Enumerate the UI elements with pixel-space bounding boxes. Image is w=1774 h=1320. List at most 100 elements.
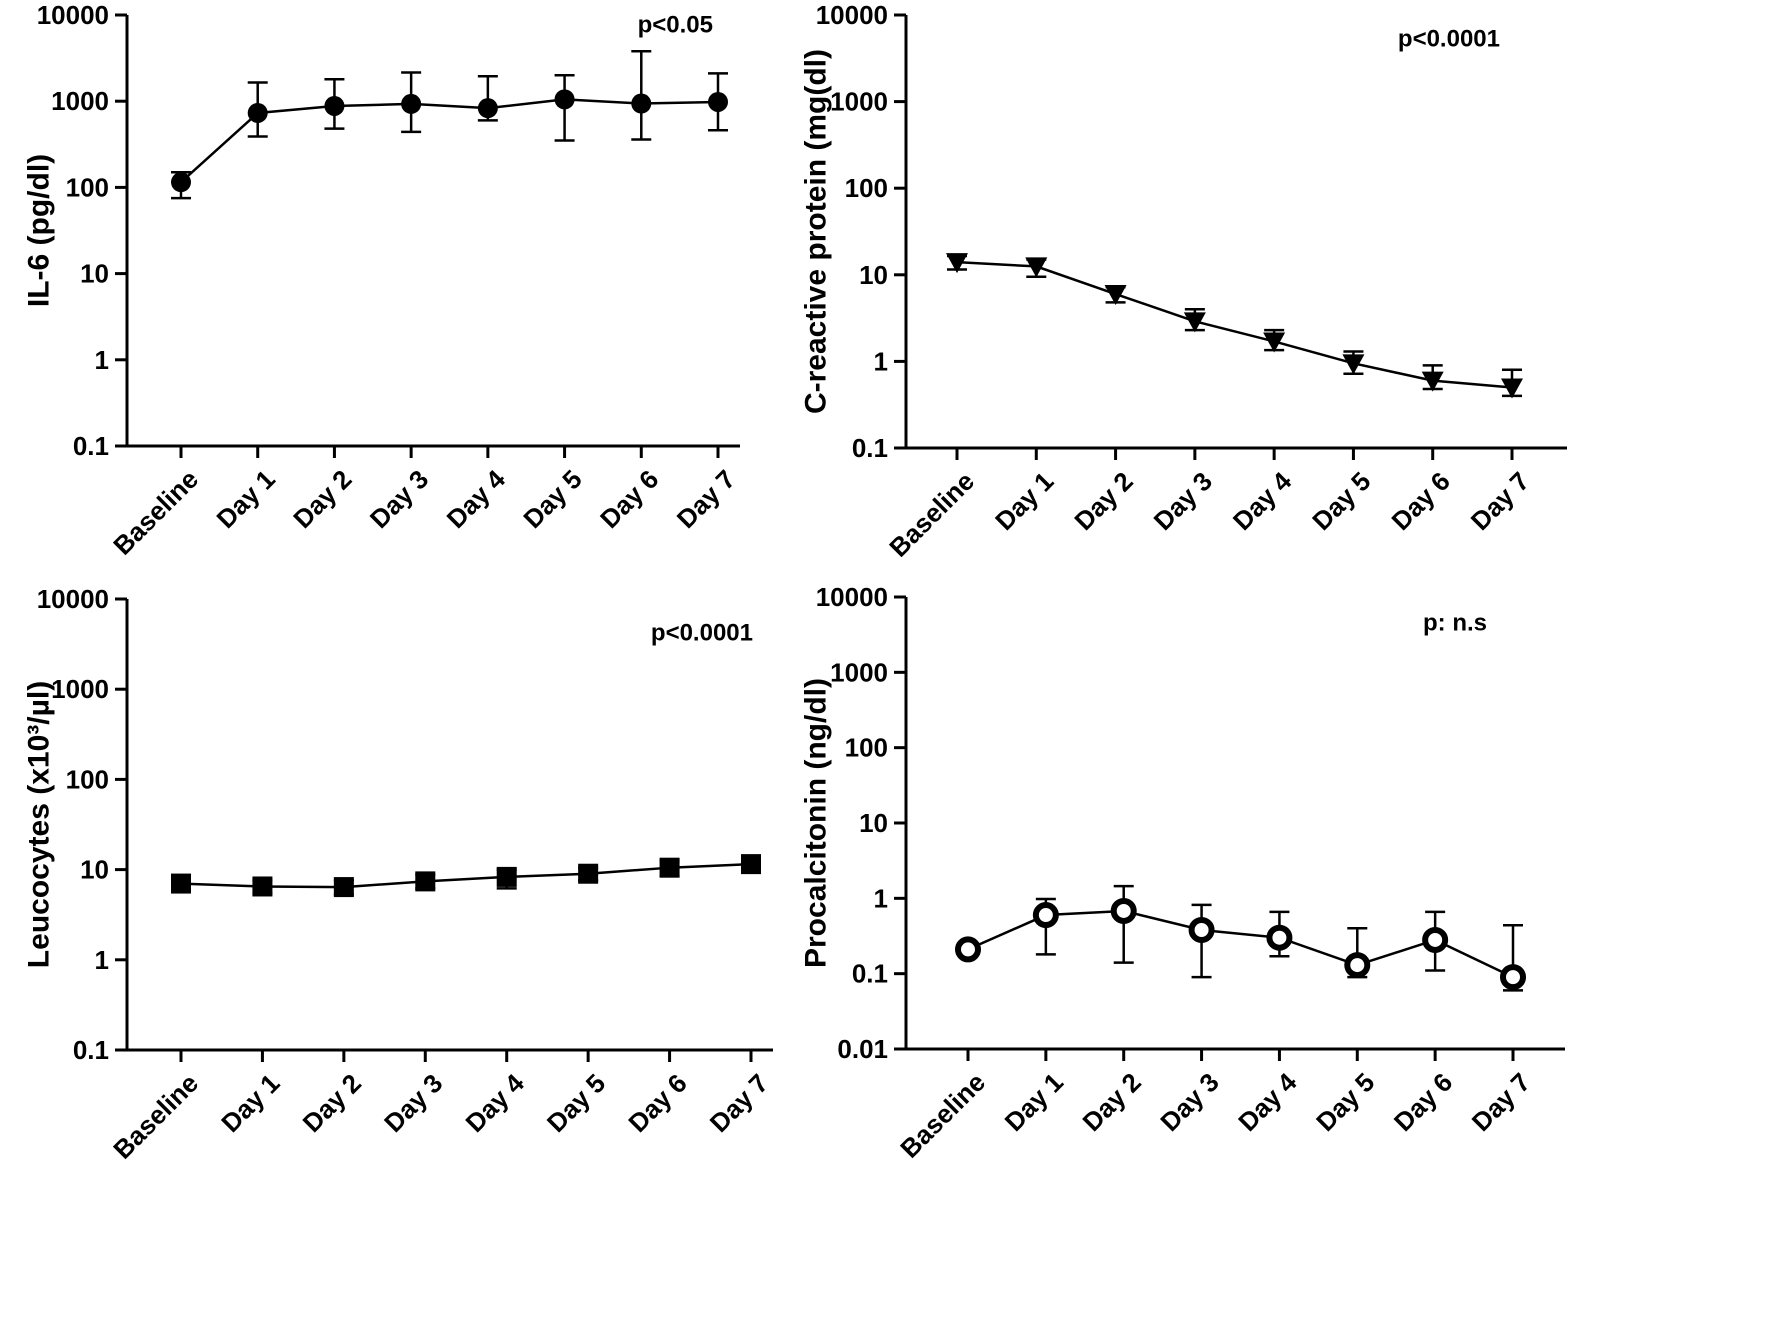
p-value-annotation: p<0.0001 xyxy=(1398,25,1500,52)
p-value-annotation: p<0.05 xyxy=(638,11,713,38)
data-point xyxy=(578,863,599,884)
x-tick-label: Day 3 xyxy=(364,464,434,534)
x-tick-label: Day 2 xyxy=(297,1068,367,1138)
x-tick-label: Baseline xyxy=(883,466,980,563)
x-tick-label: Day 6 xyxy=(1386,466,1456,536)
x-tick-label: Day 4 xyxy=(441,464,512,535)
x-tick-label: Baseline xyxy=(107,464,204,561)
y-tick-label: 1000 xyxy=(830,87,888,117)
data-point xyxy=(554,89,575,110)
x-tick-label: Day 5 xyxy=(1310,1067,1380,1137)
data-point xyxy=(708,91,728,112)
data-point xyxy=(477,98,498,119)
x-tick-label: Day 1 xyxy=(215,1068,285,1138)
x-tick-label: Day 1 xyxy=(211,464,281,534)
y-tick-label: 10000 xyxy=(816,0,888,30)
data-point xyxy=(955,936,981,963)
y-tick-label: 10000 xyxy=(37,584,109,614)
data-point xyxy=(401,93,422,114)
data-point xyxy=(1501,378,1523,399)
x-tick-label: Day 3 xyxy=(1148,466,1218,536)
y-tick-label: 0.1 xyxy=(852,433,888,463)
data-point xyxy=(1500,964,1526,991)
data-point xyxy=(1110,897,1137,924)
p-value-annotation: p<0.0001 xyxy=(651,619,753,646)
x-tick-label: Day 2 xyxy=(287,464,357,534)
data-point xyxy=(1104,285,1127,306)
y-tick-label: 10000 xyxy=(37,0,109,30)
x-tick-label: Day 2 xyxy=(1068,466,1138,536)
x-tick-label: Day 7 xyxy=(1465,466,1535,536)
data-point xyxy=(1266,924,1293,951)
x-tick-label: Day 5 xyxy=(1306,466,1376,536)
y-axis-title: Procalcitonin (ng/dl) xyxy=(800,678,833,968)
x-tick-label: Day 7 xyxy=(671,464,741,534)
y-tick-label: 0.1 xyxy=(73,431,109,461)
y-tick-label: 0.1 xyxy=(852,959,888,989)
y-tick-label: 100 xyxy=(845,733,888,763)
y-tick-label: 1000 xyxy=(830,657,888,687)
x-tick-label: Day 2 xyxy=(1077,1067,1147,1137)
data-point xyxy=(1344,952,1371,979)
y-tick-label: 1 xyxy=(95,945,109,975)
y-axis-title: Leucocytes (x10³/µl) xyxy=(23,681,56,968)
x-tick-label: Day 6 xyxy=(1388,1067,1458,1137)
y-tick-label: 10 xyxy=(859,808,888,838)
data-point xyxy=(741,854,761,875)
y-tick-label: 0.01 xyxy=(837,1034,888,1064)
y-tick-label: 10 xyxy=(80,259,109,289)
data-point xyxy=(1421,371,1444,392)
chart-panel-procalcitonin: 0.01 0.1 1 10 100 1000 10000 Baseline Day 1 Day 2… xyxy=(800,582,1565,1164)
p-value-annotation: p: n.s xyxy=(1423,609,1487,636)
y-tick-label: 1 xyxy=(874,883,888,913)
y-tick-label: 1000 xyxy=(51,86,109,116)
data-point xyxy=(171,172,191,193)
y-tick-label: 10 xyxy=(80,855,109,885)
y-tick-label: 10 xyxy=(859,260,888,290)
data-point xyxy=(1422,926,1449,953)
data-point xyxy=(631,93,652,114)
x-tick-label: Day 3 xyxy=(1154,1067,1224,1137)
x-tick-label: Day 4 xyxy=(1227,466,1298,537)
data-point xyxy=(333,877,354,898)
series-line xyxy=(180,98,719,184)
data-point xyxy=(659,857,680,878)
x-tick-label: Day 1 xyxy=(989,466,1059,536)
data-point xyxy=(496,866,517,887)
data-point xyxy=(1188,916,1215,943)
data-point xyxy=(171,873,191,894)
data-point xyxy=(946,253,968,274)
y-tick-label: 1000 xyxy=(51,674,109,704)
series-line xyxy=(956,260,1513,389)
series-line xyxy=(180,862,752,889)
data-point xyxy=(1025,257,1048,278)
data-point xyxy=(247,102,268,123)
x-tick-label: Day 5 xyxy=(517,464,587,534)
x-tick-label: Day 7 xyxy=(1466,1067,1536,1137)
x-tick-label: Day 4 xyxy=(1232,1067,1303,1138)
data-point xyxy=(252,876,273,897)
x-tick-label: Day 3 xyxy=(378,1068,448,1138)
x-tick-label: Day 6 xyxy=(594,464,664,534)
y-axis-title: IL-6 (pg/dl) xyxy=(23,154,56,307)
y-tick-label: 100 xyxy=(66,764,109,794)
y-tick-label: 1 xyxy=(874,346,888,376)
data-point xyxy=(324,95,345,116)
x-tick-label: Day 5 xyxy=(541,1068,611,1138)
data-point xyxy=(1342,354,1365,375)
x-tick-label: Baseline xyxy=(107,1068,204,1165)
x-tick-label: Day 7 xyxy=(704,1068,774,1138)
y-tick-label: 10000 xyxy=(816,582,888,612)
y-axis-title: C-reactive protein (mg(dl) xyxy=(800,49,833,414)
data-point xyxy=(1032,902,1059,929)
x-tick-label: Day 4 xyxy=(460,1068,531,1139)
x-tick-label: Day 1 xyxy=(999,1067,1069,1137)
y-tick-label: 0.1 xyxy=(73,1035,109,1065)
x-tick-label: Day 6 xyxy=(622,1068,692,1138)
data-point xyxy=(1263,332,1286,353)
y-tick-label: 1 xyxy=(95,345,109,375)
